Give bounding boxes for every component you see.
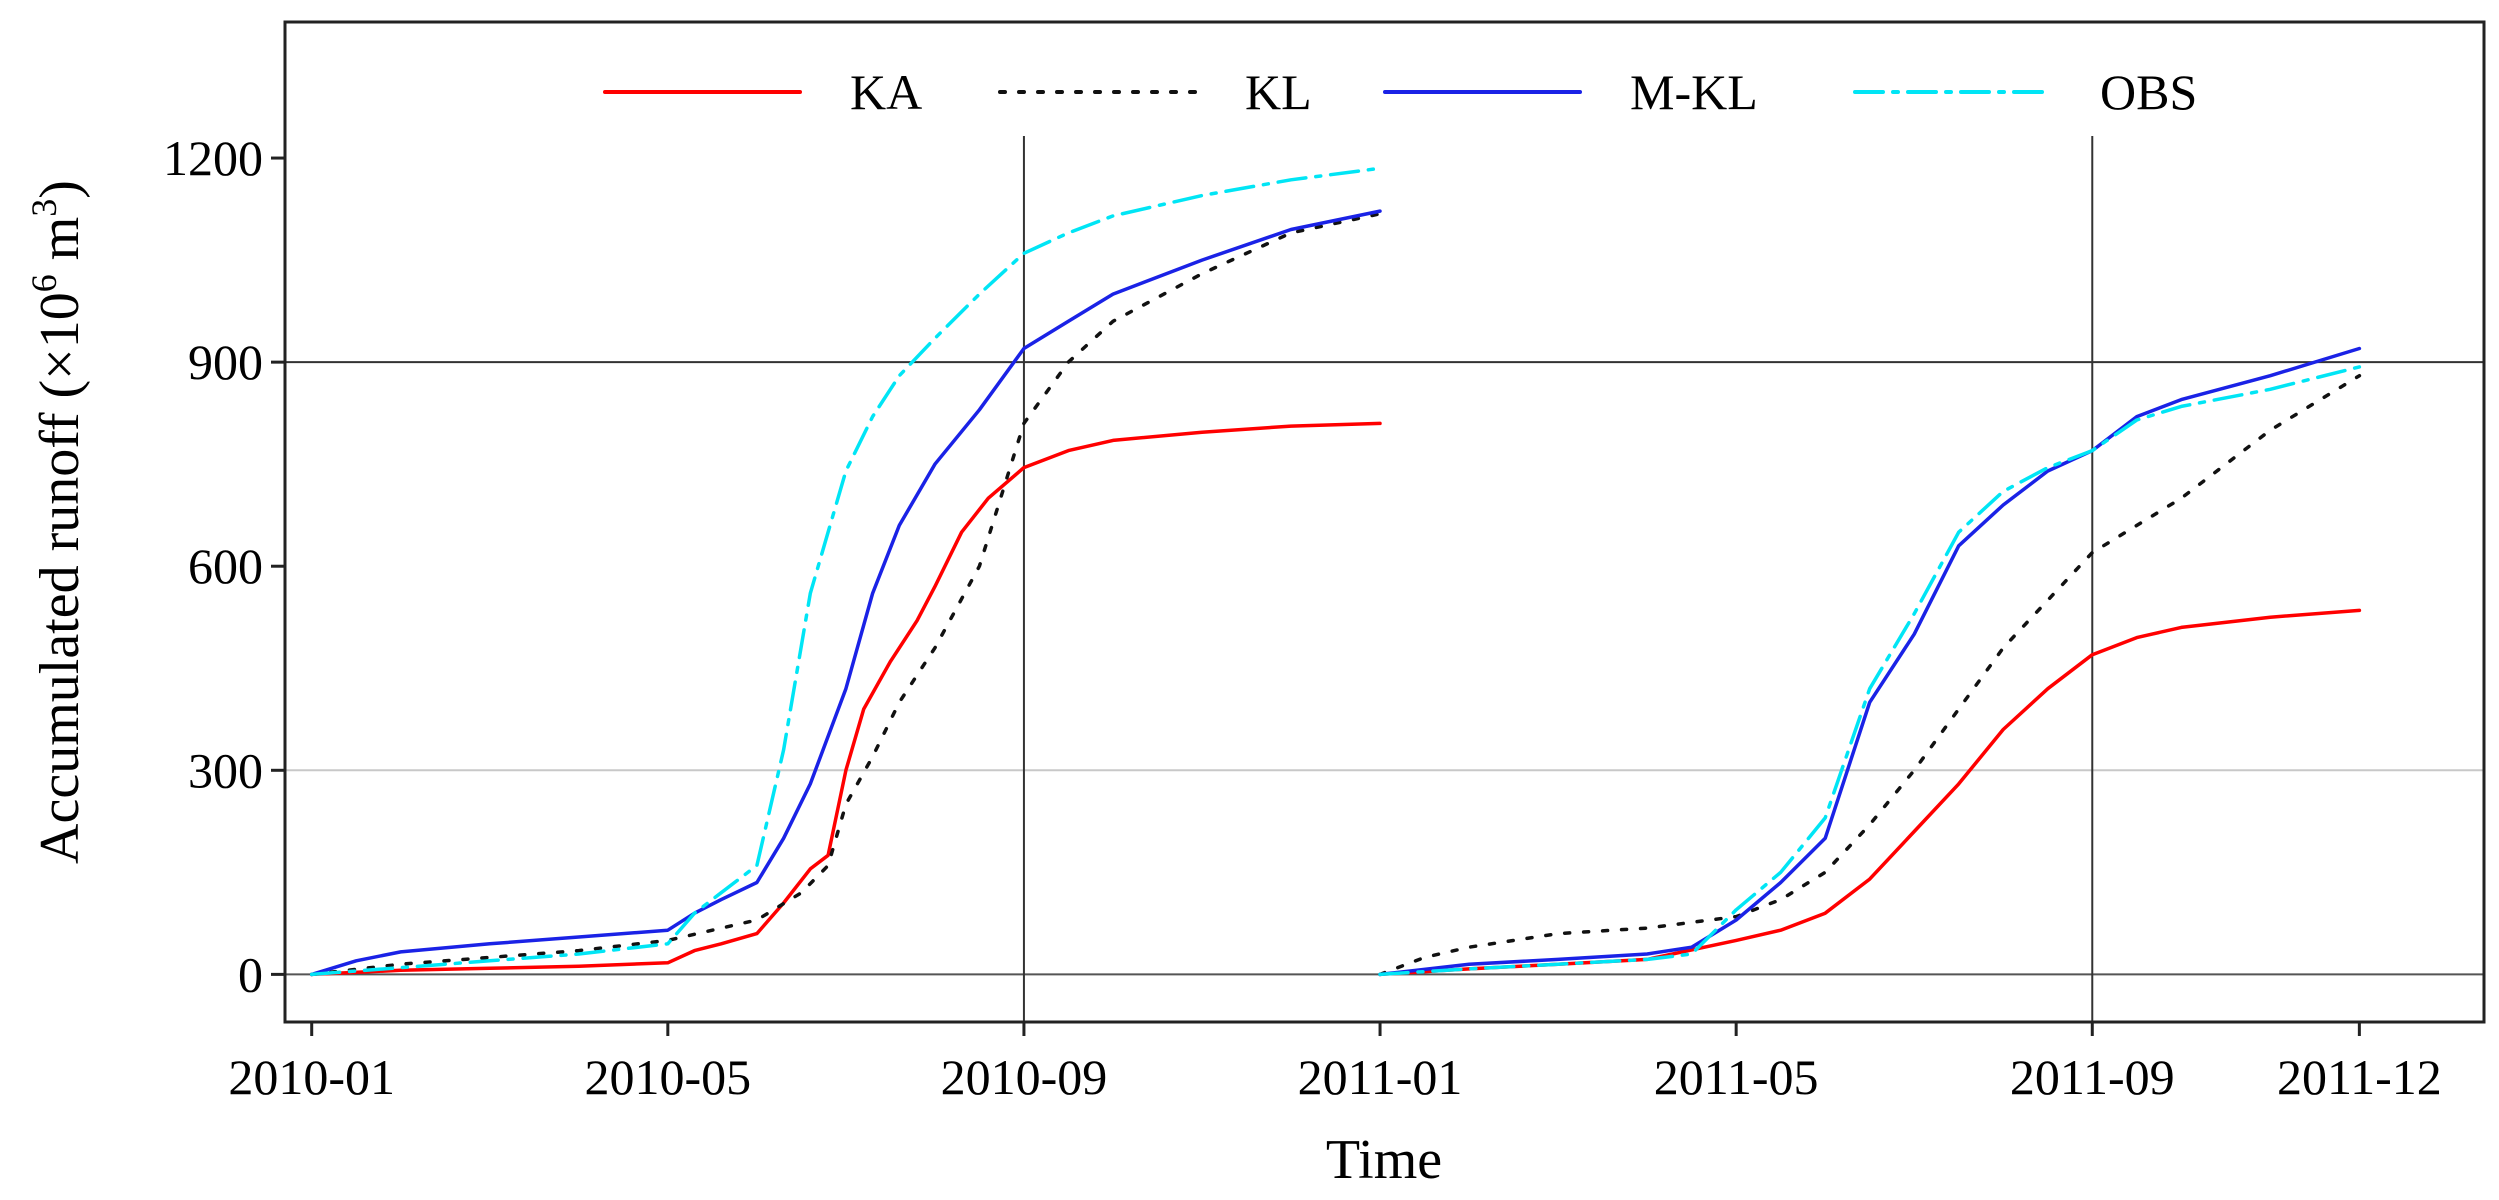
y-tick-label: 1200 <box>163 130 263 186</box>
legend-label-m-kl: M-KL <box>1630 64 1758 120</box>
y-axis-label-end: ) <box>29 180 91 199</box>
y-axis-label-mid: m <box>29 217 91 275</box>
series-line-kl <box>1378 373 2362 977</box>
y-tick-label: 300 <box>188 742 263 798</box>
series-layer <box>309 166 2362 977</box>
x-tick-label: 2011-09 <box>2010 1049 2175 1105</box>
y-axis-label-main: Accumulated runoff (×10 <box>29 292 91 864</box>
x-tick-label: 2010-05 <box>584 1049 751 1105</box>
legend: KA KL M-KL OBS <box>603 64 2197 120</box>
y-axis-label: Accumulated runoff (×106 m3) <box>24 180 91 864</box>
y-axis-label-exp2: 3 <box>24 199 64 217</box>
legend-label-kl: KL <box>1245 64 1312 120</box>
y-tick-label: 0 <box>238 946 263 1002</box>
series-line-obs <box>309 166 1382 977</box>
x-tick-label: 2011-12 <box>2277 1049 2442 1105</box>
legend-label-ka: KA <box>850 64 922 120</box>
x-tick-label: 2011-05 <box>1654 1049 1819 1105</box>
gridlines <box>285 136 2484 1022</box>
x-axis: 2010-01 2010-05 2010-09 2011-01 2011-05 2011-… <box>228 1022 2442 1105</box>
series-line-kl <box>309 212 1382 977</box>
legend-label-obs: OBS <box>2100 64 2197 120</box>
y-axis-label-exp1: 6 <box>24 274 64 292</box>
x-axis-label: Time <box>1326 1129 1442 1191</box>
series-line-ka <box>1378 608 2362 977</box>
x-tick-label: 2010-01 <box>228 1049 395 1105</box>
x-tick-label: 2011-01 <box>1298 1049 1463 1105</box>
plot-frame <box>283 20 2486 1024</box>
series-line-obs <box>1378 365 2362 977</box>
x-tick-label: 2010-09 <box>941 1049 1108 1105</box>
y-axis: 0 300 600 900 1200 <box>163 130 285 1002</box>
y-tick-label: 600 <box>188 538 263 594</box>
y-tick-label: 900 <box>188 334 263 390</box>
series-line-m-kl <box>309 209 1382 977</box>
series-line-ka <box>309 421 1382 977</box>
series-line-m-kl <box>1378 346 2362 977</box>
